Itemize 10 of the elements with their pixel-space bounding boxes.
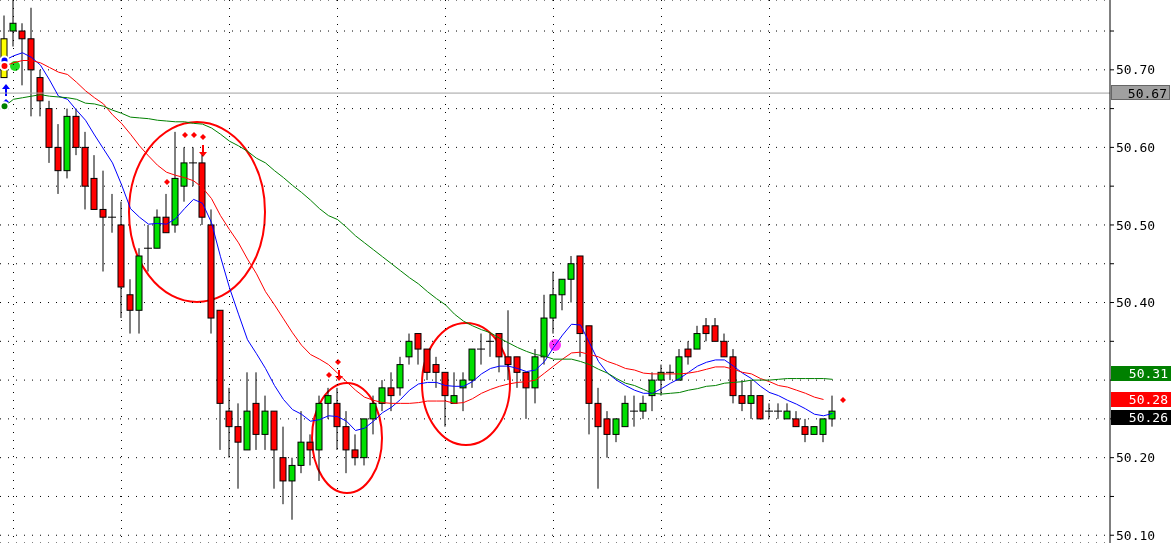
text: 50.28 — [1111, 392, 1171, 408]
y-tick-label: 50.70 — [1116, 62, 1156, 78]
y-tick-label: 50.50 — [1116, 217, 1156, 233]
y-tick-label: 50.10 — [1116, 527, 1156, 543]
y-tick-label: 50.20 — [1116, 450, 1156, 466]
y-tick-label: 50.60 — [1116, 140, 1156, 155]
text: 50.26 — [1111, 410, 1171, 426]
text: 50.31 — [1111, 366, 1171, 382]
ref-line-label: 50.67 — [1111, 85, 1170, 102]
y-tick-label: 50.40 — [1116, 295, 1156, 311]
